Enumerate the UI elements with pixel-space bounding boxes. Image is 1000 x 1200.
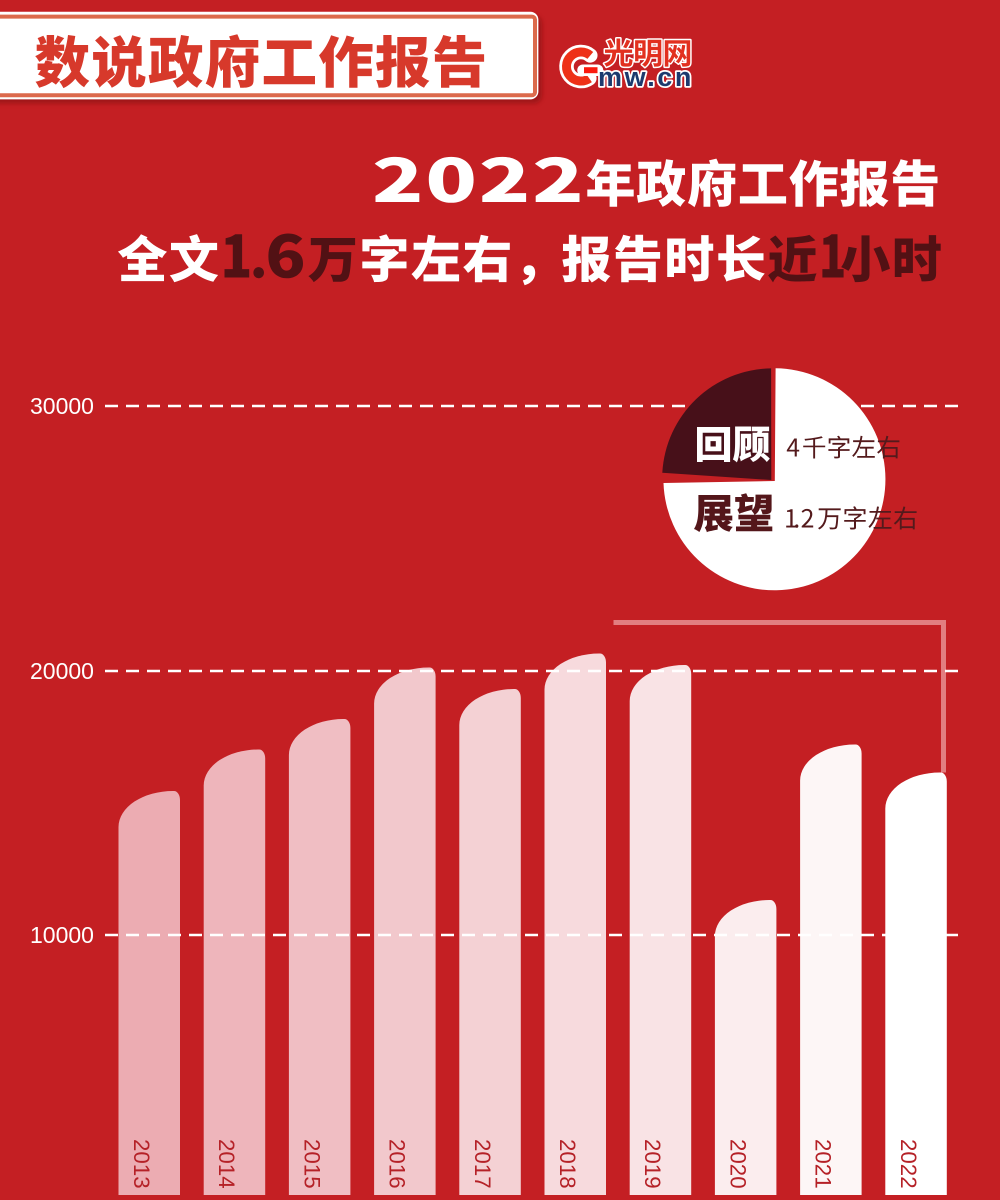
svg-text:2016: 2016 [385,1139,410,1189]
svg-text:2021: 2021 [811,1139,836,1189]
svg-text:mw.cn: mw.cn [598,62,694,92]
svg-text:2020: 2020 [725,1139,750,1189]
svg-text:2015: 2015 [299,1139,324,1189]
svg-text:2014: 2014 [214,1139,239,1189]
svg-text:2013: 2013 [129,1139,154,1189]
svg-text:30000: 30000 [30,393,94,419]
svg-text:2017: 2017 [470,1139,495,1189]
svg-text:20000: 20000 [30,658,94,684]
svg-text:2022: 2022 [896,1139,921,1189]
svg-text:10000: 10000 [30,922,94,948]
svg-text:2018: 2018 [555,1139,580,1189]
svg-text:2019: 2019 [640,1139,665,1189]
